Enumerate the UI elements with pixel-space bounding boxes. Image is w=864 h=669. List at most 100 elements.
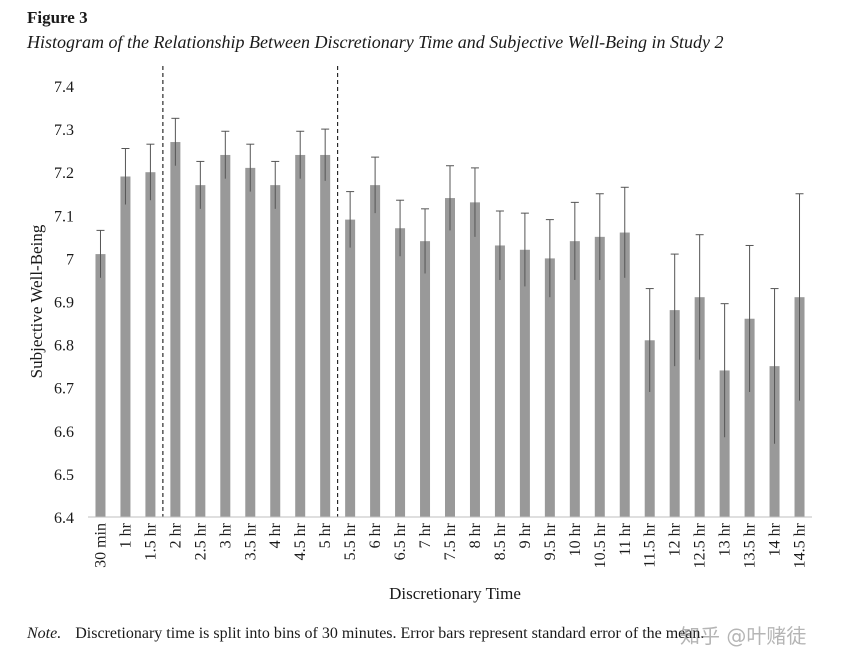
x-tick-label: 30 min [92,523,109,568]
x-tick-label: 8 hr [467,522,484,548]
x-tick-label: 14 hr [767,522,784,556]
x-tick-label: 1 hr [117,522,134,548]
y-tick-label: 6.7 [54,381,74,398]
y-tick-label: 6.8 [54,338,74,355]
error-bar [321,128,330,181]
bar [320,154,331,517]
y-tick-label: 6.6 [54,424,74,441]
error-bar [121,147,130,205]
bar [420,241,431,517]
x-tick-label: 11 hr [617,522,634,555]
x-tick-label: 4 hr [267,522,284,548]
bar [619,232,630,518]
error-bar [620,186,629,278]
x-tick-label: 7.5 hr [442,522,459,560]
bar [345,219,356,518]
bar [519,249,530,517]
bars-group [95,142,805,518]
bar [794,297,805,517]
bar [170,142,181,517]
bar [719,370,730,517]
dashed-dividers [162,66,339,517]
error-bar [695,234,704,360]
error-bar [396,199,405,257]
bar [370,185,381,517]
error-bar [720,303,729,438]
figure-label: Figure 3 [27,8,88,27]
bar [395,228,406,518]
error-bar [296,130,305,179]
x-tick-label: 6 hr [367,522,384,548]
y-tick-label: 7 [66,251,74,268]
bar [145,172,156,517]
error-bar [745,244,754,393]
x-tick-label: 9 hr [517,522,534,548]
figure-title: Histogram of the Relationship Between Di… [27,32,724,52]
bar [569,241,580,517]
figure-note: Note. Discretionary time is split into bi… [27,625,704,643]
x-tick-label: 14.5 hr [792,522,809,568]
error-bar [470,167,479,237]
y-tick-label: 6.5 [54,467,74,484]
x-tick-label: 11.5 hr [642,522,659,567]
bar [220,154,231,517]
bar [744,318,755,517]
y-tick-label: 6.4 [54,510,74,527]
error-bar [770,288,779,444]
y-tick-label: 7.2 [54,165,74,182]
x-tick-label: 2.5 hr [192,522,209,560]
error-bar [96,229,105,278]
error-bar [196,160,205,209]
y-tick-label: 7.3 [54,122,74,139]
x-tick-label: 5 hr [317,522,334,548]
y-tick-label: 6.9 [54,295,74,312]
bar [445,198,455,517]
x-tick-label: 2 hr [167,522,184,548]
bar [95,254,106,517]
bar [245,167,256,517]
x-tick-label: 12.5 hr [692,522,709,568]
error-bar [271,160,280,209]
x-tick-label: 12 hr [667,522,684,556]
bar [295,154,306,517]
error-bar [545,219,554,298]
error-bar [446,165,454,231]
y-tick-label: 7.4 [54,79,74,96]
bar [544,258,555,517]
error-bar [520,212,529,287]
x-tick-label: 8.5 hr [492,522,509,560]
error-bars-group [96,117,804,444]
y-axis-ticks: 6.4 6.5 6.6 6.7 6.8 6.9 7 7.1 7.2 7.3 7.4 [54,79,74,527]
watermark: 知乎 @叶赌徒 [680,624,807,648]
error-bar [795,193,804,401]
error-bar [495,210,504,280]
note-label: Note. [27,625,62,642]
x-tick-label: 10 hr [567,522,584,556]
x-axis-label: Discretionary Time [389,584,521,603]
y-tick-label: 7.1 [54,208,74,225]
x-tick-label: 13.5 hr [742,522,759,568]
y-axis-label: Subjective Well-Being [27,224,46,378]
x-tick-label: 10.5 hr [592,522,609,568]
bar [694,297,705,517]
error-bar [346,191,355,248]
error-bar [570,201,579,280]
note-text: Discretionary time is split into bins of… [75,625,705,642]
error-bar [221,130,230,179]
x-tick-label: 5.5 hr [342,522,359,560]
error-bar [670,253,679,367]
x-tick-label: 7 hr [417,522,434,548]
bar [120,176,131,517]
error-bar [146,143,155,201]
error-bar [645,288,654,393]
bar [494,245,505,517]
x-tick-label: 3 hr [217,522,234,548]
bar [469,202,480,517]
x-tick-label: 13 hr [717,522,734,556]
x-tick-label: 1.5 hr [142,522,159,560]
bar [594,236,605,517]
bar [195,185,206,517]
error-bar [371,156,380,214]
x-tick-label: 6.5 hr [392,522,409,560]
